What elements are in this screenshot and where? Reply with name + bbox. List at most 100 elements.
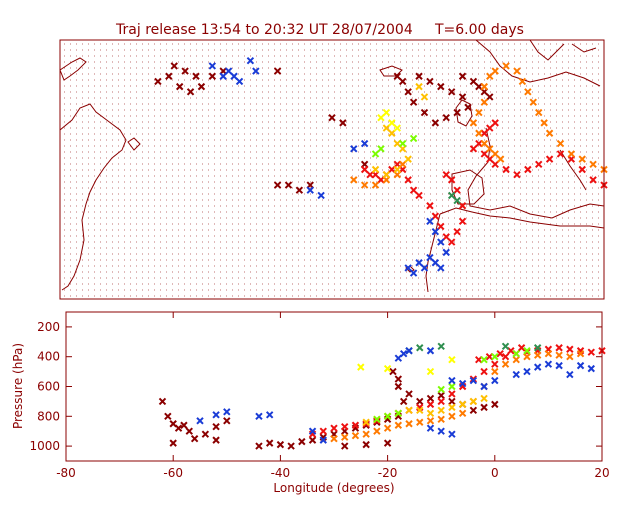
map-point (219, 72, 227, 80)
x-tick-label: 20 (594, 466, 609, 480)
map-point (208, 72, 217, 80)
pressure-point (480, 355, 488, 364)
map-point (426, 202, 434, 210)
map-point (437, 82, 445, 91)
pressure-point (196, 417, 204, 425)
pressure-point (448, 382, 456, 391)
map-point (431, 227, 440, 236)
pressure-point (416, 344, 424, 352)
pressure-point (501, 360, 510, 368)
pressure-point (180, 421, 188, 429)
pressure-point (555, 344, 563, 352)
pressure-point (587, 348, 595, 356)
x-tick-label: -60 (163, 466, 183, 480)
pressure-point (405, 390, 413, 398)
pressure-point (394, 409, 403, 418)
map-point (535, 160, 543, 169)
pressure-point (330, 434, 338, 443)
map-point (382, 108, 391, 117)
map-point (415, 191, 423, 200)
coastline-africa (425, 207, 605, 293)
pressure-point (437, 342, 445, 350)
pressure-point (555, 361, 563, 370)
y-tick-label: 600 (37, 380, 60, 394)
pressure-point (587, 364, 595, 373)
map-point (366, 170, 374, 179)
pressure-point (448, 403, 456, 412)
pressure-point (544, 350, 553, 358)
grid-dot-field (64, 43, 599, 297)
map-point (273, 181, 282, 189)
pressure-point (437, 415, 445, 423)
map-point (469, 119, 478, 127)
map-point (545, 155, 554, 163)
pressure-point (480, 394, 488, 403)
map-point (475, 129, 483, 137)
map-point (252, 67, 260, 75)
map-point (230, 72, 238, 80)
pressure-y-ticks: 200 400 600 800 1000 (29, 320, 602, 453)
map-point (420, 108, 429, 117)
map-point (480, 150, 489, 158)
chart-title: Traj release 13:54 to 20:32 UT 28/07/200… (116, 22, 524, 38)
map-point (426, 253, 434, 262)
pressure-point (405, 420, 413, 428)
map-point (578, 155, 586, 163)
map-point (224, 67, 233, 75)
map-point (350, 176, 358, 184)
map-point (409, 98, 418, 106)
pressure-point (383, 412, 392, 421)
map-point (409, 269, 418, 277)
map-point (409, 134, 418, 143)
pressure-point (566, 370, 574, 379)
map-point (486, 145, 494, 153)
pressure-point (448, 397, 456, 406)
pressure-point (458, 379, 467, 388)
x-tick-label: -20 (378, 466, 398, 480)
map-point (306, 186, 314, 194)
map-point (295, 186, 304, 194)
pressure-point (523, 352, 531, 361)
map-point (426, 217, 434, 226)
pressure-point (523, 347, 531, 355)
map-point (589, 176, 597, 184)
pressure-point (190, 434, 199, 443)
map-point (491, 119, 499, 127)
pressure-point (341, 423, 349, 431)
pressure-point (426, 409, 435, 418)
pressure-point (512, 350, 520, 358)
pressure-point (330, 424, 338, 432)
map-point (458, 93, 467, 101)
coastline-newfoundland (127, 137, 141, 151)
coastline-north-america (59, 103, 127, 291)
map-point (186, 88, 195, 96)
pressure-point (383, 424, 392, 432)
map-point (475, 139, 483, 148)
map-point (165, 72, 173, 80)
pressure-point (426, 417, 435, 425)
map-point (382, 170, 391, 179)
pressure-point (287, 442, 295, 450)
map-point (235, 77, 244, 86)
coastline-iberia (451, 169, 485, 205)
map-point (447, 88, 456, 96)
map-point (415, 259, 423, 267)
map-point (360, 139, 369, 148)
pressure-point (426, 367, 435, 376)
coastline-italy (559, 149, 587, 191)
pressure-point (469, 397, 478, 406)
map-point (154, 77, 162, 86)
map-point (442, 248, 450, 257)
y-tick-label: 1000 (29, 439, 60, 453)
map-point (458, 202, 467, 210)
pressure-point (405, 347, 413, 355)
pressure-point (362, 420, 370, 428)
pressure-x-ticks: -80 -60 -40 -20 0 20 (56, 312, 610, 480)
pressure-point (164, 412, 172, 421)
map-point (578, 165, 586, 174)
pressure-point (255, 412, 263, 421)
map-grid-dots (64, 43, 599, 297)
pressure-point (544, 360, 553, 368)
pressure-point (185, 427, 193, 435)
map-point (486, 124, 494, 132)
